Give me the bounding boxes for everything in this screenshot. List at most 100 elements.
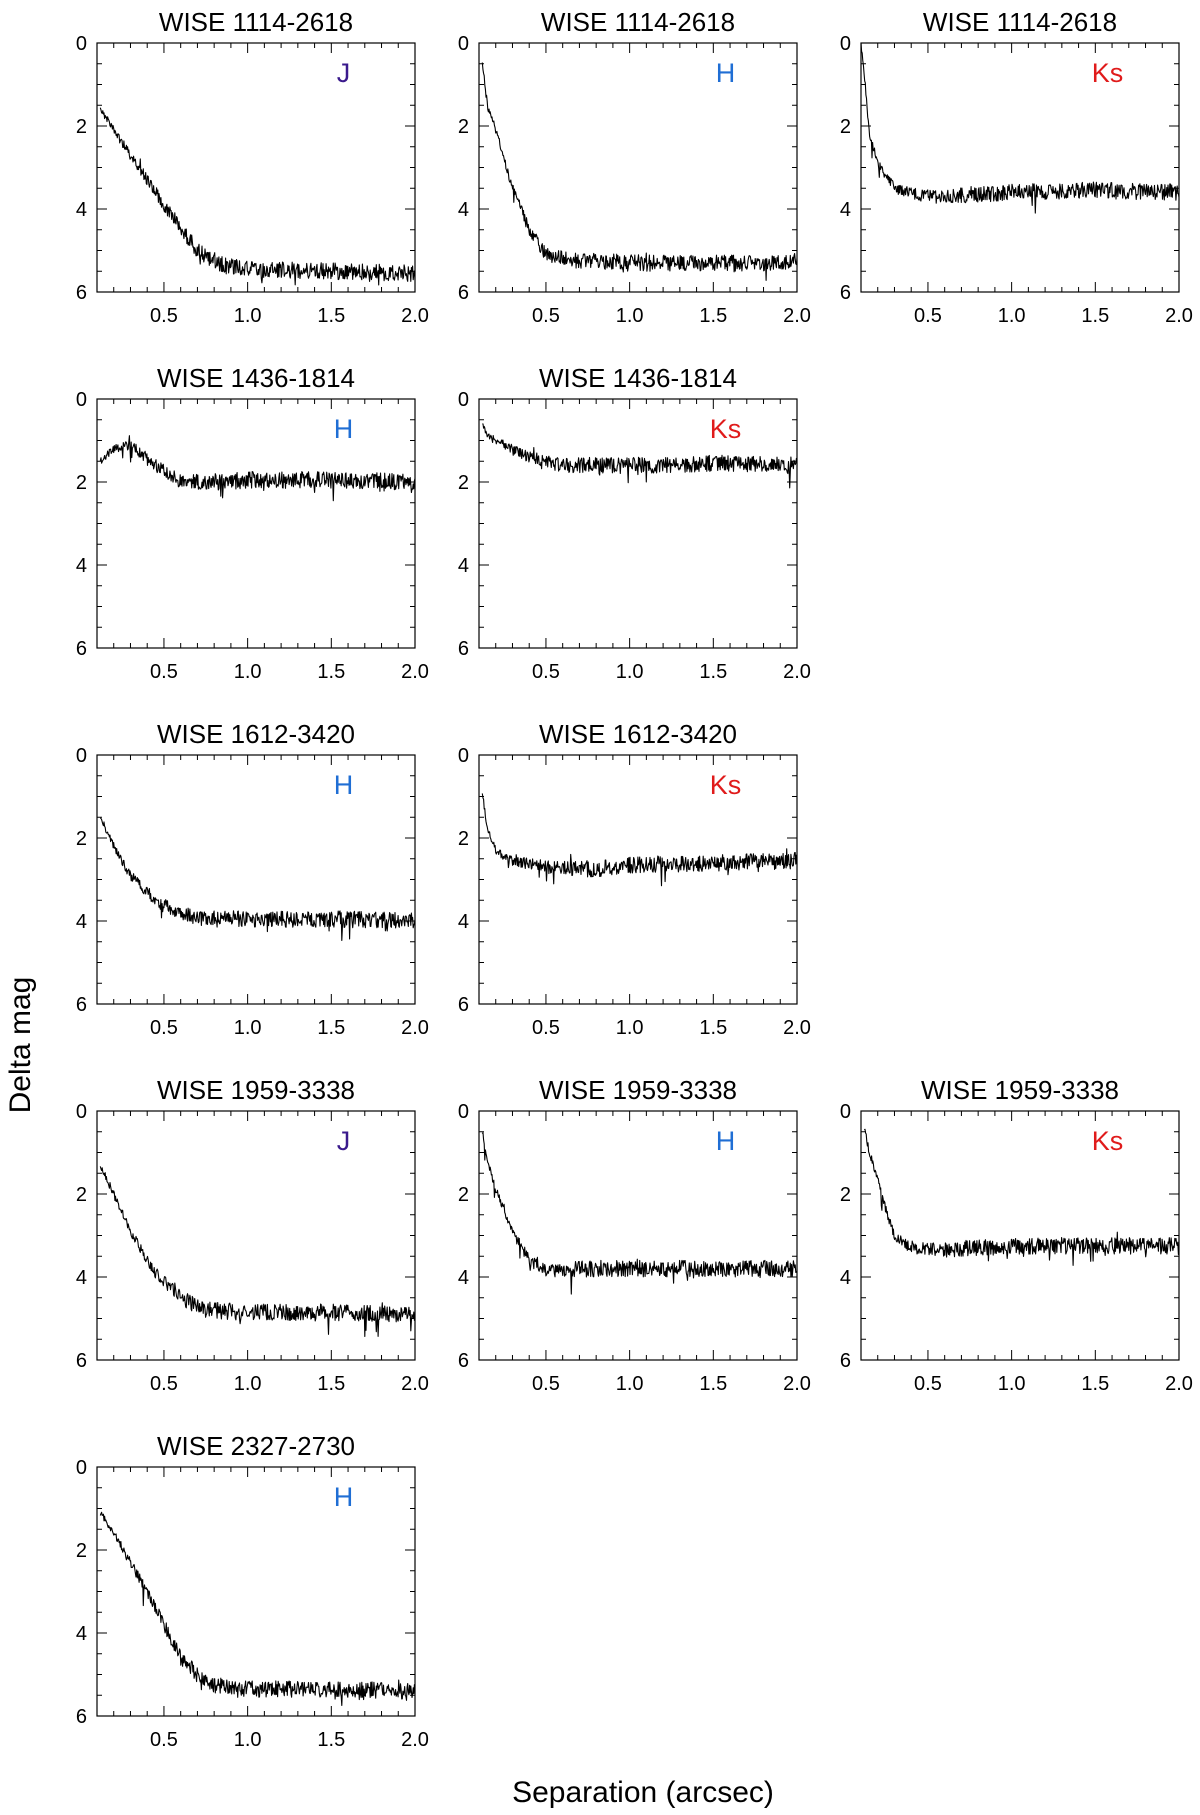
band-label: J — [337, 1126, 351, 1156]
x-tick-label: 0.5 — [150, 1017, 178, 1039]
panel-8: WISE 1959-3338 J 0.5 1.0 1.5 2.0 0 2 4 6 — [76, 1075, 429, 1395]
contrast-curve — [99, 1166, 416, 1338]
x-tick-label: 1.0 — [998, 1373, 1026, 1395]
panel-title: WISE 2327-2730 — [157, 1431, 355, 1461]
x-tick-label: 1.0 — [616, 1373, 644, 1395]
x-tick-label: 0.5 — [914, 305, 942, 327]
y-tick-label: 6 — [840, 1350, 851, 1372]
panel-title: WISE 1612-3420 — [157, 719, 355, 749]
panel-title: WISE 1959-3338 — [157, 1075, 355, 1105]
x-tick-label: 1.5 — [1081, 305, 1109, 327]
y-tick-label: 6 — [458, 1350, 469, 1372]
x-tick-label: 2.0 — [1165, 305, 1193, 327]
panel-title: WISE 1114-2618 — [541, 7, 735, 37]
x-tick-label: 2.0 — [401, 1373, 429, 1395]
y-tick-label: 2 — [76, 116, 87, 138]
x-tick-label: 2.0 — [783, 661, 811, 683]
y-tick-label: 6 — [76, 282, 87, 304]
x-tick-label: 2.0 — [783, 1017, 811, 1039]
y-tick-label: 2 — [76, 828, 87, 850]
x-tick-label: 1.0 — [234, 1729, 262, 1751]
plot-frame — [860, 42, 1180, 293]
x-tick-label: 0.5 — [532, 305, 560, 327]
y-tick-label: 4 — [458, 911, 469, 933]
plot-frame — [96, 1466, 416, 1717]
panel-2: WISE 1114-2618 H 0.5 1.0 1.5 2.0 0 2 4 6 — [458, 7, 811, 327]
x-tick-label: 1.5 — [317, 1373, 345, 1395]
y-tick-label: 4 — [840, 199, 851, 221]
panel-4: WISE 1436-1814 H 0.5 1.0 1.5 2.0 0 2 4 6 — [76, 363, 429, 683]
x-tick-label: 1.5 — [699, 305, 727, 327]
x-tick-label: 0.5 — [914, 1373, 942, 1395]
contrast-curve — [481, 1132, 798, 1295]
y-tick-label: 4 — [76, 555, 87, 577]
y-tick-label: 2 — [76, 1184, 87, 1206]
y-tick-label: 4 — [840, 1267, 851, 1289]
plot-frame — [96, 42, 416, 293]
x-tick-label: 0.5 — [532, 1017, 560, 1039]
x-axis-title: Separation (arcsec) — [512, 1776, 774, 1809]
panels: WISE 1114-2618 J 0.5 1.0 1.5 2.0 0 2 4 6 WISE 1114… — [76, 7, 1193, 1751]
plot-frame — [96, 398, 416, 649]
panel-title: WISE 1612-3420 — [539, 719, 737, 749]
x-tick-label: 1.0 — [998, 305, 1026, 327]
contrast-curve — [99, 817, 416, 942]
y-tick-label: 4 — [76, 199, 87, 221]
y-tick-label: 2 — [458, 828, 469, 850]
y-axis-title: Delta mag — [4, 977, 37, 1114]
x-tick-label: 1.0 — [234, 1017, 262, 1039]
x-tick-label: 1.5 — [1081, 1373, 1109, 1395]
y-tick-label: 0 — [458, 745, 469, 767]
contrast-curve — [99, 107, 416, 286]
y-tick-label: 2 — [458, 1184, 469, 1206]
y-tick-label: 4 — [458, 1267, 469, 1289]
y-tick-label: 4 — [76, 1623, 87, 1645]
y-tick-label: 0 — [458, 389, 469, 411]
y-tick-label: 2 — [840, 116, 851, 138]
y-tick-label: 0 — [76, 1457, 87, 1479]
x-tick-label: 1.0 — [234, 305, 262, 327]
x-tick-label: 0.5 — [150, 305, 178, 327]
band-label: H — [334, 1482, 354, 1512]
contrast-curve — [860, 42, 1180, 214]
x-tick-label: 1.0 — [616, 305, 644, 327]
panel-1: WISE 1114-2618 J 0.5 1.0 1.5 2.0 0 2 4 6 — [76, 7, 429, 327]
band-label: Ks — [1092, 1126, 1124, 1156]
band-label: Ks — [1092, 58, 1124, 88]
y-tick-label: 2 — [458, 472, 469, 494]
x-tick-label: 0.5 — [532, 1373, 560, 1395]
contrast-curve — [99, 435, 416, 502]
y-tick-label: 6 — [840, 282, 851, 304]
x-tick-label: 2.0 — [401, 1729, 429, 1751]
band-label: Ks — [710, 770, 742, 800]
band-label: H — [716, 1126, 736, 1156]
x-tick-label: 1.5 — [317, 661, 345, 683]
x-tick-label: 2.0 — [783, 1373, 811, 1395]
y-tick-label: 2 — [76, 472, 87, 494]
x-tick-label: 1.5 — [317, 1017, 345, 1039]
y-tick-label: 4 — [76, 1267, 87, 1289]
panel-10: WISE 1959-3338 Ks 0.5 1.0 1.5 2.0 0 2 4 6 — [840, 1075, 1193, 1395]
y-tick-label: 0 — [840, 33, 851, 55]
y-tick-label: 6 — [458, 638, 469, 660]
plot-frame — [478, 42, 798, 293]
panel-9: WISE 1959-3338 H 0.5 1.0 1.5 2.0 0 2 4 6 — [458, 1075, 811, 1395]
panel-7: WISE 1612-3420 Ks 0.5 1.0 1.5 2.0 0 2 4 6 — [458, 719, 811, 1039]
x-tick-label: 1.0 — [616, 661, 644, 683]
contrast-curve — [482, 423, 798, 489]
y-tick-label: 0 — [458, 33, 469, 55]
x-tick-label: 0.5 — [150, 1373, 178, 1395]
x-tick-label: 1.5 — [699, 661, 727, 683]
x-tick-label: 2.0 — [401, 1017, 429, 1039]
panel-6: WISE 1612-3420 H 0.5 1.0 1.5 2.0 0 2 4 6 — [76, 719, 429, 1039]
y-tick-label: 4 — [458, 199, 469, 221]
y-tick-label: 6 — [458, 282, 469, 304]
x-tick-label: 0.5 — [532, 661, 560, 683]
panel-title: WISE 1114-2618 — [923, 7, 1117, 37]
panel-title: WISE 1959-3338 — [539, 1075, 737, 1105]
y-tick-label: 0 — [458, 1101, 469, 1123]
band-label: H — [334, 770, 354, 800]
y-tick-label: 0 — [76, 745, 87, 767]
y-tick-label: 0 — [76, 389, 87, 411]
y-tick-label: 2 — [840, 1184, 851, 1206]
